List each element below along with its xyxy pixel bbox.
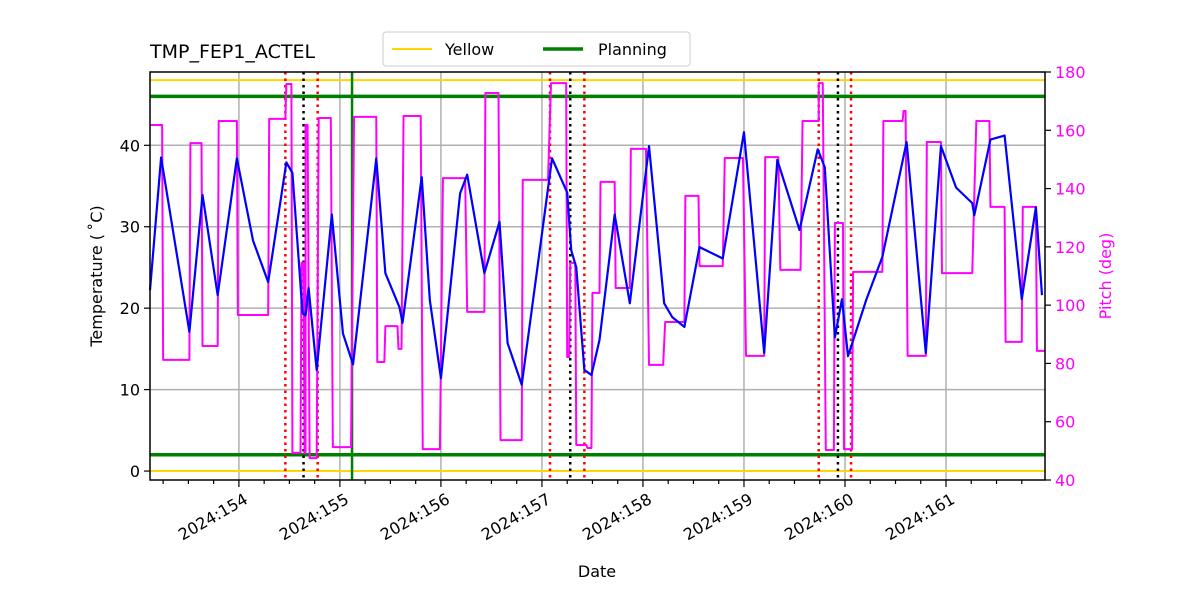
x-axis-label: Date bbox=[578, 562, 616, 581]
y2-tick-label: 120 bbox=[1055, 238, 1086, 257]
y-tick-label: 30 bbox=[120, 218, 140, 237]
legend-label-yellow: Yellow bbox=[444, 40, 494, 59]
y-axis-label: Temperature ( ˚C) bbox=[87, 205, 106, 347]
y2-tick-label: 160 bbox=[1055, 121, 1086, 140]
series bbox=[148, 82, 1045, 460]
x-tick-label: 2024:154 bbox=[175, 489, 251, 544]
pitch-series-line bbox=[150, 82, 1045, 460]
legend: Yellow Planning bbox=[382, 31, 691, 67]
x-tick-label: 2024:157 bbox=[478, 489, 554, 544]
y-tick-label: 10 bbox=[120, 381, 140, 400]
y-tick-label: 0 bbox=[130, 462, 140, 481]
y-tick-label: 40 bbox=[120, 136, 140, 155]
y2-tick-label: 80 bbox=[1055, 354, 1075, 373]
y2-tick-label: 140 bbox=[1055, 180, 1086, 199]
event-lines bbox=[284, 72, 853, 480]
chart-title: TMP_FEP1_ACTEL bbox=[149, 41, 315, 63]
plot-frame bbox=[149, 71, 1046, 481]
x-tick-label: 2024:160 bbox=[781, 489, 857, 544]
y2-tick-label: 100 bbox=[1055, 296, 1086, 315]
x-tick-label: 2024:158 bbox=[579, 489, 655, 544]
x-tick-label: 2024:161 bbox=[882, 489, 958, 544]
y2-tick-label: 180 bbox=[1055, 63, 1086, 82]
temperature-series-line bbox=[148, 131, 1044, 386]
legend-frame bbox=[382, 31, 691, 67]
x-tick-label: 2024:159 bbox=[680, 489, 756, 544]
legend-label-planning: Planning bbox=[598, 40, 667, 59]
y2-tick-label: 60 bbox=[1055, 413, 1075, 432]
y2-axis-label: Pitch (deg) bbox=[1096, 233, 1115, 320]
y-tick-label: 20 bbox=[120, 299, 140, 318]
y2-tick-label: 40 bbox=[1055, 471, 1075, 490]
x-tick-label: 2024:155 bbox=[276, 489, 352, 544]
x-tick-label: 2024:156 bbox=[377, 489, 453, 544]
